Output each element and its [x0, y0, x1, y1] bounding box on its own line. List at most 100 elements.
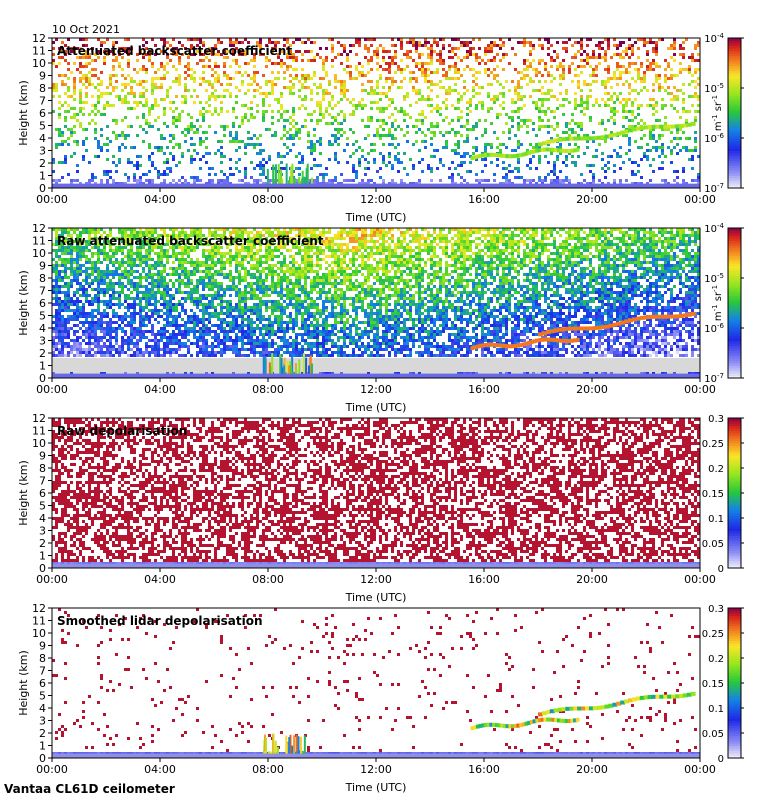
heatmap-cell — [454, 107, 457, 110]
heatmap-cell — [298, 131, 301, 134]
heatmap-cell — [658, 77, 661, 80]
heatmap-cell — [343, 86, 346, 89]
heatmap-cell — [163, 110, 166, 113]
heatmap-cell — [445, 240, 448, 243]
heatmap-cell — [481, 255, 484, 258]
heatmap-cell — [487, 255, 490, 258]
heatmap-cell — [481, 59, 484, 62]
heatmap-cell — [454, 134, 457, 137]
heatmap-cell — [175, 164, 178, 167]
heatmap-cell — [640, 65, 643, 68]
heatmap-cell — [448, 131, 451, 134]
heatmap-cell — [322, 89, 325, 92]
heatmap-cell — [676, 110, 679, 113]
heatmap-cell — [199, 113, 202, 116]
heatmap-cell — [631, 47, 634, 50]
heatmap-cell — [172, 122, 175, 125]
heatmap-cell — [529, 119, 532, 122]
heatmap-cell — [106, 101, 109, 104]
heatmap-cell — [100, 179, 103, 182]
heatmap-cell — [340, 173, 343, 176]
heatmap-cell — [607, 119, 610, 122]
heatmap-cell — [139, 249, 142, 252]
heatmap-cell — [346, 53, 349, 56]
x-axis-label: Time (UTC) — [345, 211, 407, 224]
heatmap-cell — [541, 101, 544, 104]
heatmap-cell — [409, 80, 412, 83]
heatmap-cell — [106, 252, 109, 255]
heatmap-cell — [148, 143, 151, 146]
heatmap-cell — [442, 86, 445, 89]
heatmap-cell — [283, 128, 286, 131]
heatmap-cell — [220, 179, 223, 182]
heatmap-cell — [517, 41, 520, 44]
heatmap-cell — [427, 74, 430, 77]
heatmap-cell — [346, 179, 349, 182]
heatmap-cell — [643, 80, 646, 83]
heatmap-cell — [583, 179, 586, 182]
heatmap-cell — [421, 140, 424, 143]
heatmap-cell — [154, 167, 157, 170]
heatmap-cell — [304, 86, 307, 89]
heatmap-cell — [619, 65, 622, 68]
heatmap-cell — [406, 53, 409, 56]
heatmap-cell — [553, 240, 556, 243]
y-tick-label: 6 — [39, 107, 46, 120]
heatmap-cell — [400, 243, 403, 246]
heatmap-cell — [295, 155, 298, 158]
heatmap-cell — [103, 255, 106, 258]
heatmap-cell — [238, 65, 241, 68]
heatmap-cell — [379, 249, 382, 252]
heatmap-cell — [163, 68, 166, 71]
heatmap-cell — [340, 92, 343, 95]
heatmap-cell — [331, 59, 334, 62]
heatmap-cell — [370, 119, 373, 122]
heatmap-cell — [316, 119, 319, 122]
heatmap-cell — [316, 176, 319, 179]
heatmap-cell — [658, 249, 661, 252]
heatmap-cell — [673, 47, 676, 50]
heatmap-cell — [517, 240, 520, 243]
heatmap-cell — [475, 125, 478, 128]
heatmap-cell — [661, 231, 664, 234]
heatmap-cell — [220, 107, 223, 110]
heatmap-cell — [607, 41, 610, 44]
heatmap-cell — [58, 62, 61, 65]
heatmap-cell — [166, 71, 169, 74]
heatmap-cell — [358, 161, 361, 164]
heatmap-cell — [397, 68, 400, 71]
heatmap-cell — [121, 89, 124, 92]
heatmap-cell — [517, 92, 520, 95]
heatmap-cell — [553, 116, 556, 119]
heatmap-cell — [556, 176, 559, 179]
heatmap-cell — [595, 44, 598, 47]
heatmap-cell — [112, 59, 115, 62]
heatmap-cell — [313, 110, 316, 113]
heatmap-cell — [196, 128, 199, 131]
heatmap-cell — [496, 158, 499, 161]
heatmap-cell — [532, 237, 535, 240]
heatmap-cell — [142, 86, 145, 89]
heatmap-cell — [487, 68, 490, 71]
heatmap-cell — [391, 125, 394, 128]
heatmap-cell — [403, 152, 406, 155]
heatmap-cell — [544, 246, 547, 249]
heatmap-cell — [634, 237, 637, 240]
heatmap-cell — [73, 116, 76, 119]
heatmap-cell — [604, 237, 607, 240]
heatmap-cell — [301, 249, 304, 252]
heatmap-cell — [187, 65, 190, 68]
heatmap-cell — [358, 255, 361, 258]
heatmap-cell — [235, 167, 238, 170]
heatmap-cell — [508, 137, 511, 140]
heatmap-cell — [565, 255, 568, 258]
heatmap-cell — [259, 164, 262, 167]
heatmap-cell — [532, 252, 535, 255]
heatmap-cell — [58, 255, 61, 258]
heatmap-cell — [574, 68, 577, 71]
heatmap-cell — [346, 249, 349, 252]
heatmap-cell — [283, 62, 286, 65]
heatmap-cell — [556, 107, 559, 110]
heatmap-cell — [595, 56, 598, 59]
heatmap-cell — [505, 167, 508, 170]
